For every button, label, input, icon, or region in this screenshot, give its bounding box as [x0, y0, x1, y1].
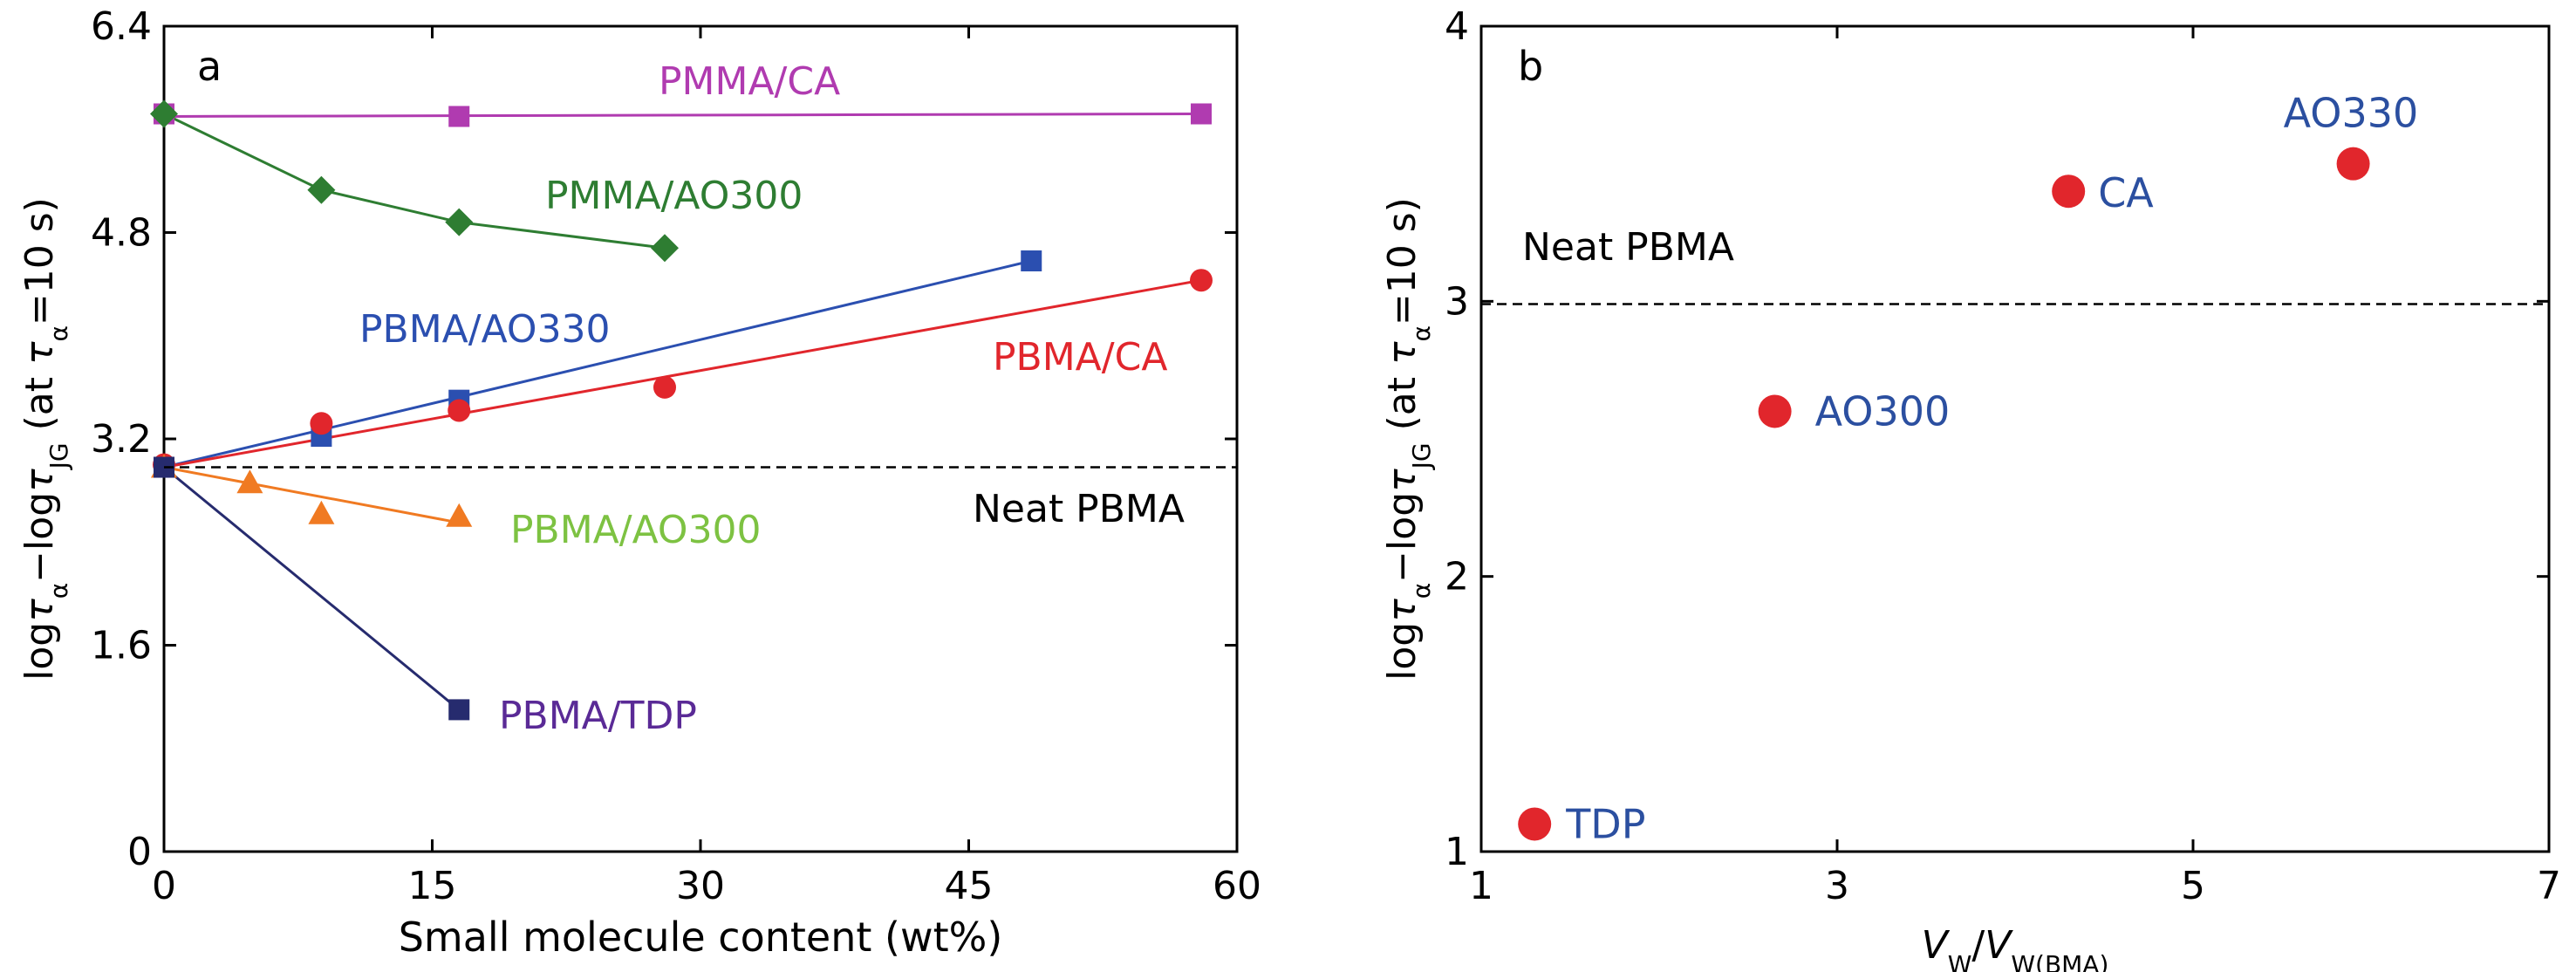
y-tick-label: 3	[1445, 279, 1469, 324]
pbma-ao330-series-label: PBMA/AO330	[359, 307, 611, 352]
x-tick-label: 3	[1825, 864, 1849, 908]
y-tick-label: 0	[127, 830, 152, 874]
pmma-ao300-marker	[307, 175, 336, 204]
panel-b-points: TDP AO300 CA AO330	[1518, 90, 2419, 847]
panel-a-reference: Neat PBMA	[164, 466, 1237, 531]
x-tick-label: 5	[2181, 864, 2205, 908]
panel-b-reference: Neat PBMA	[1481, 225, 2549, 305]
pmma-ao300-marker	[651, 234, 679, 263]
ao300-point-label: AO300	[1815, 387, 1951, 435]
tdp-point-label: TDP	[1565, 800, 1645, 847]
pmma-ca-marker	[1191, 103, 1212, 125]
pbma-ao300-marker	[236, 469, 263, 494]
x-tick-label: 45	[945, 864, 994, 908]
pbma-ao330-marker	[1021, 250, 1042, 272]
pbma-tdp-marker	[448, 699, 470, 721]
panel-a-label: a	[197, 43, 222, 90]
pbma-ca-fit-line	[163, 278, 1202, 469]
pmma-ao300-fit-line	[163, 113, 666, 250]
x-tick-label: 15	[408, 864, 457, 908]
panel-a-x-axis-label: Small molecule content (wt%)	[399, 914, 1003, 961]
pbma-ca-marker	[653, 375, 676, 399]
x-tick-label: 1	[1469, 864, 1493, 908]
panel-a-markers	[150, 99, 1213, 721]
x-tick-label: 0	[152, 864, 176, 908]
y-tick-label: 2	[1445, 555, 1469, 599]
ao330-point	[2336, 147, 2370, 181]
neat-pbma-reference-label: Neat PBMA	[973, 487, 1185, 531]
pbma-ca-marker	[310, 412, 333, 435]
panel-a-series-labels: PMMA/CA PMMA/AO300 PBMA/AO330 PBMA/CA PBMA/A…	[359, 59, 1167, 738]
pbma-ao300-marker	[446, 503, 473, 527]
pbma-ca-marker	[1190, 269, 1213, 292]
panel-a-chart: a 0 15 30 45 60 0 1.6 3.2 4.8 6.4 Neat PBMA PMMA/…	[17, 4, 1261, 961]
panel-b-x-axis-label: VW/VW(BMA)	[1922, 923, 2109, 972]
pmma-ca-fit-line	[163, 113, 1202, 118]
pbma-ao300-marker	[308, 500, 335, 524]
panel-a-fit-lines	[163, 113, 1202, 711]
y-tick-label: 6.4	[91, 4, 152, 49]
x-tick-label: 7	[2537, 864, 2561, 908]
neat-pbma-reference-label: Neat PBMA	[1522, 225, 1734, 270]
pmma-ao300-marker	[150, 99, 178, 128]
pbma-tdp-fit-line	[163, 466, 461, 711]
panel-a-ticks: 0 15 30 45 60 0 1.6 3.2 4.8 6.4	[91, 4, 1261, 908]
pbma-ca-marker	[448, 399, 471, 422]
y-tick-label: 1	[1445, 830, 1469, 874]
pbma-ao300-fit-line	[163, 466, 460, 524]
ca-point-label: CA	[2098, 169, 2154, 216]
pbma-tdp-series-label: PBMA/TDP	[499, 694, 697, 738]
y-tick-label: 4	[1445, 4, 1469, 49]
ao330-point-label: AO330	[2284, 90, 2419, 137]
y-tick-label: 1.6	[91, 624, 152, 668]
panel-a-y-axis-label: logτα−logτJG (at τα=10 s)	[17, 197, 73, 681]
pbma-ca-series-label: PBMA/CA	[993, 335, 1167, 380]
pmma-ao300-series-label: PMMA/AO300	[545, 174, 803, 218]
panel-b-label: b	[1518, 43, 1543, 90]
y-tick-label: 3.2	[91, 417, 152, 462]
ao300-point	[1758, 394, 1792, 428]
panel-b-ticks: 1 3 5 7 1 2 3 4	[1445, 4, 2561, 908]
panel-b-frame	[1479, 24, 2551, 853]
panel-b-chart: b 1 3 5 7 1 2 3 4 Neat PBMA TDP AO300 CA AO330 VW/…	[1380, 4, 2561, 972]
x-tick-label: 60	[1213, 864, 1261, 908]
panel-b-y-axis-label: logτα−logτJG (at τα=10 s)	[1380, 197, 1436, 681]
tdp-point	[1518, 807, 1552, 841]
y-tick-label: 4.8	[91, 211, 152, 256]
ca-point	[2052, 175, 2086, 209]
pmma-ca-series-label: PMMA/CA	[659, 59, 840, 104]
pmma-ao300-marker	[445, 208, 474, 236]
x-tick-label: 30	[676, 864, 725, 908]
pmma-ca-marker	[448, 106, 470, 127]
pbma-ao300-series-label: PBMA/AO300	[510, 508, 762, 552]
pbma-ao330-fit-line	[163, 259, 1032, 469]
